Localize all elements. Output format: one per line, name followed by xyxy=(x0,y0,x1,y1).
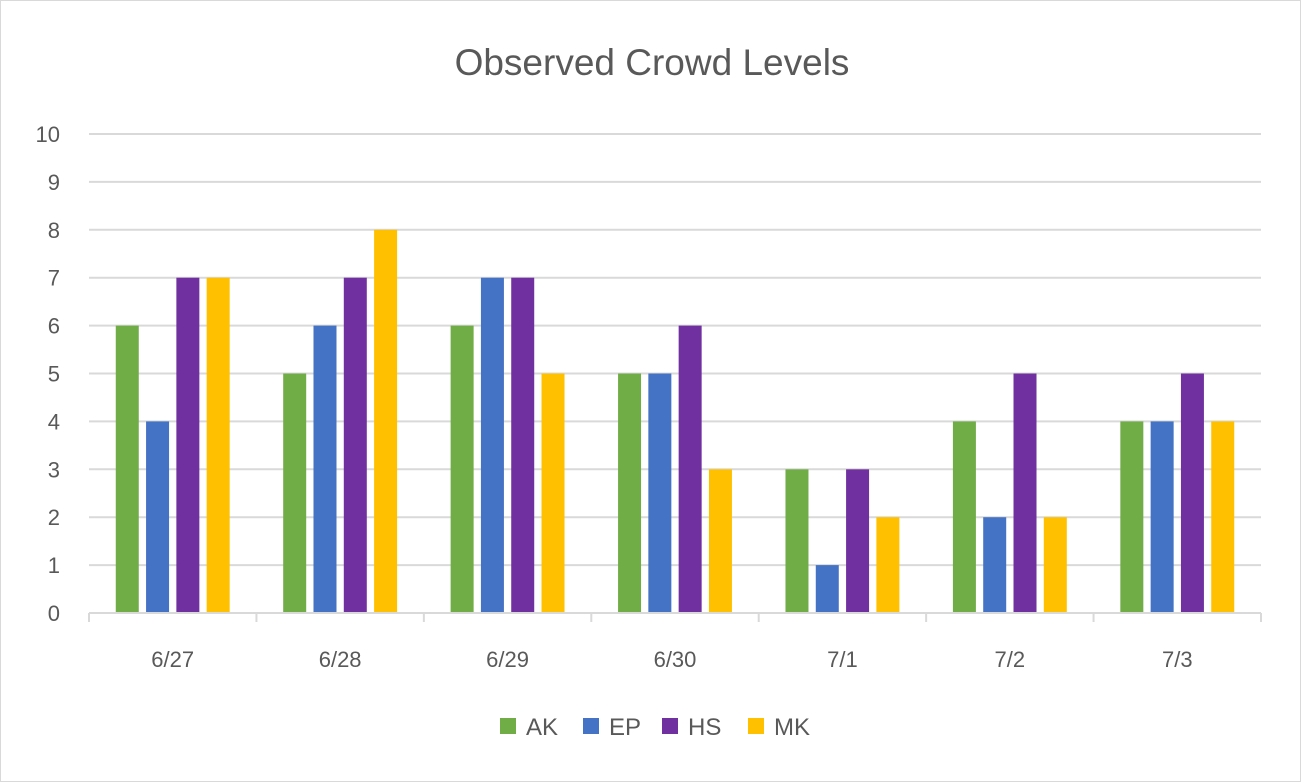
y-tick-label: 5 xyxy=(48,362,60,387)
bar-mk-7-2 xyxy=(1043,517,1067,613)
bar-ak-6-27 xyxy=(115,325,139,613)
bar-mk-6-30 xyxy=(708,469,732,613)
bar-mk-7-1 xyxy=(876,517,900,613)
bars xyxy=(115,229,1235,614)
y-tick-label: 0 xyxy=(48,601,60,626)
y-axis-ticks: 0 1 2 3 4 5 6 7 8 9 10 xyxy=(36,122,60,626)
bar-mk-6-29 xyxy=(541,373,565,613)
legend-swatch-hs xyxy=(662,718,678,734)
bar-mk-6-27 xyxy=(206,277,230,613)
bar-ak-6-28 xyxy=(283,373,307,613)
bar-hs-7-2 xyxy=(1013,373,1037,613)
y-tick-label: 4 xyxy=(48,409,60,434)
y-tick-label: 9 xyxy=(48,170,60,195)
bar-mk-6-28 xyxy=(374,229,398,614)
x-tick-label: 6/29 xyxy=(486,647,529,672)
bar-hs-7-1 xyxy=(846,469,870,613)
y-tick-label: 10 xyxy=(36,122,60,147)
bar-hs-6-29 xyxy=(511,277,535,613)
y-tick-label: 1 xyxy=(48,553,60,578)
bar-ak-6-30 xyxy=(618,373,642,613)
y-tick-label: 7 xyxy=(48,266,60,291)
x-tick-label: 6/27 xyxy=(151,647,194,672)
legend-swatch-ep xyxy=(583,718,599,734)
bar-mk-7-3 xyxy=(1211,421,1235,613)
x-axis-ticks: 6/27 6/28 6/29 6/30 7/1 7/2 7/3 xyxy=(151,647,1192,672)
bar-ep-6-29 xyxy=(480,277,504,613)
bar-ak-6-29 xyxy=(450,325,474,613)
x-tick-label: 6/30 xyxy=(654,647,697,672)
legend-swatch-ak xyxy=(500,718,516,734)
bar-hs-6-30 xyxy=(678,325,702,613)
bar-ep-7-3 xyxy=(1150,421,1174,613)
bar-ep-7-2 xyxy=(983,517,1007,613)
gridlines xyxy=(89,133,1261,567)
x-tick-label: 7/3 xyxy=(1162,647,1193,672)
legend-label-ep: EP xyxy=(609,714,641,741)
y-tick-label: 2 xyxy=(48,505,60,530)
y-tick-label: 8 xyxy=(48,218,60,243)
bar-ak-7-3 xyxy=(1120,421,1144,613)
bar-ep-6-27 xyxy=(146,421,170,613)
x-tick-label: 7/2 xyxy=(995,647,1026,672)
legend-label-hs: HS xyxy=(688,714,721,741)
bar-ep-6-30 xyxy=(648,373,672,613)
legend-swatch-mk xyxy=(748,718,764,734)
y-tick-label: 6 xyxy=(48,314,60,339)
y-tick-label: 3 xyxy=(48,457,60,482)
legend-label-ak: AK xyxy=(526,714,558,741)
bar-ak-7-1 xyxy=(785,469,809,613)
bar-ak-7-2 xyxy=(952,421,976,613)
legend: AK EP HS MK xyxy=(500,714,810,741)
bar-hs-6-27 xyxy=(176,277,200,613)
x-axis xyxy=(88,612,1262,622)
legend-label-mk: MK xyxy=(774,714,810,741)
bar-ep-7-1 xyxy=(815,565,839,613)
bar-hs-7-3 xyxy=(1180,373,1204,613)
chart-title: Observed Crowd Levels xyxy=(455,42,850,83)
x-tick-label: 7/1 xyxy=(827,647,858,672)
x-tick-label: 6/28 xyxy=(319,647,362,672)
bar-ep-6-28 xyxy=(313,325,337,613)
bar-hs-6-28 xyxy=(343,277,367,613)
